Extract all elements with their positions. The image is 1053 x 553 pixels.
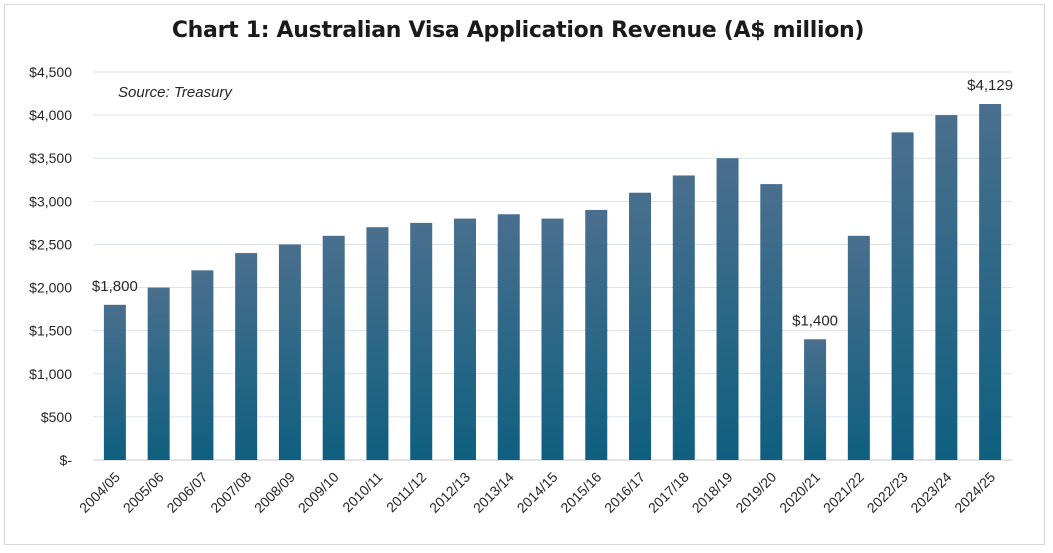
x-tick-label: 2021/22 [820, 469, 867, 516]
bar-2016-17 [629, 192, 652, 460]
y-tick-label: $3,000 [29, 193, 72, 209]
x-tick-label: 2019/20 [732, 469, 779, 516]
x-tick-label: 2020/21 [776, 469, 823, 516]
x-axis-tick-labels: 2004/052005/062006/072007/082008/092009/… [76, 469, 998, 516]
y-tick-label: $500 [41, 409, 72, 425]
x-tick-label: 2005/06 [120, 469, 167, 516]
data-labels: $1,800 $1,400 $4,129 [92, 77, 1013, 329]
bar-2008-09 [278, 244, 301, 460]
data-label: $1,400 [792, 312, 838, 329]
bar-2009-10 [322, 235, 345, 460]
x-tick-label: 2004/05 [76, 469, 123, 516]
y-tick-label: $2,500 [29, 236, 72, 252]
data-label: $4,129 [967, 77, 1013, 94]
y-tick-label: $2,000 [29, 280, 72, 296]
x-tick-label: 2018/19 [689, 469, 736, 516]
bar-2022-23 [891, 132, 914, 460]
source-note: Source: Treasury [118, 84, 232, 101]
bar-2019-20 [760, 184, 783, 461]
x-tick-label: 2008/09 [251, 469, 298, 516]
x-tick-label: 2015/16 [557, 469, 604, 516]
y-tick-label: $4,500 [29, 64, 72, 80]
x-tick-label: 2016/17 [601, 469, 648, 516]
bar-2024-25 [979, 103, 1002, 461]
x-tick-label: 2012/13 [426, 469, 473, 516]
bar-2007-08 [235, 253, 258, 460]
chart-title: Chart 1: Australian Visa Application Rev… [171, 18, 865, 43]
chart-frame [4, 4, 1045, 545]
x-tick-label: 2024/25 [951, 469, 998, 516]
x-tick-label: 2009/10 [295, 469, 342, 516]
bar-2018-19 [716, 158, 739, 460]
x-tick-label: 2011/12 [383, 469, 430, 516]
bar-2014-15 [541, 218, 564, 460]
x-tick-label: 2010/11 [339, 469, 386, 516]
bar-2011-12 [410, 222, 433, 460]
bar-2010-11 [366, 227, 389, 460]
bar-2017-18 [672, 175, 695, 460]
bar-2012-13 [453, 218, 476, 460]
x-tick-label: 2006/07 [163, 469, 210, 516]
bar-2020-21 [804, 339, 827, 460]
data-label: $1,800 [92, 278, 138, 295]
bar-2005-06 [147, 287, 170, 460]
y-axis-tick-labels: $- $500 $1,000 $1,500 $2,000 $2,500 $3,000 $3,5… [29, 64, 72, 468]
bar-2023-24 [935, 115, 958, 460]
bar-2013-14 [497, 214, 520, 460]
x-tick-label: 2022/23 [864, 469, 911, 516]
bar-2021-22 [847, 235, 870, 460]
x-tick-label: 2017/18 [645, 469, 692, 516]
y-tick-label: $4,000 [29, 107, 72, 123]
bar-2004-05 [103, 304, 126, 460]
y-tick-label: $1,000 [29, 366, 72, 382]
x-tick-label: 2007/08 [207, 469, 254, 516]
x-tick-label: 2023/24 [907, 469, 954, 516]
x-tick-label: 2013/14 [470, 469, 517, 516]
bars [103, 103, 1002, 461]
bar-2006-07 [191, 270, 214, 460]
x-tick-label: 2014/15 [514, 469, 561, 516]
bar-2015-16 [585, 209, 608, 460]
y-tick-label: $- [60, 452, 73, 468]
y-tick-label: $1,500 [29, 323, 72, 339]
y-tick-label: $3,500 [29, 150, 72, 166]
